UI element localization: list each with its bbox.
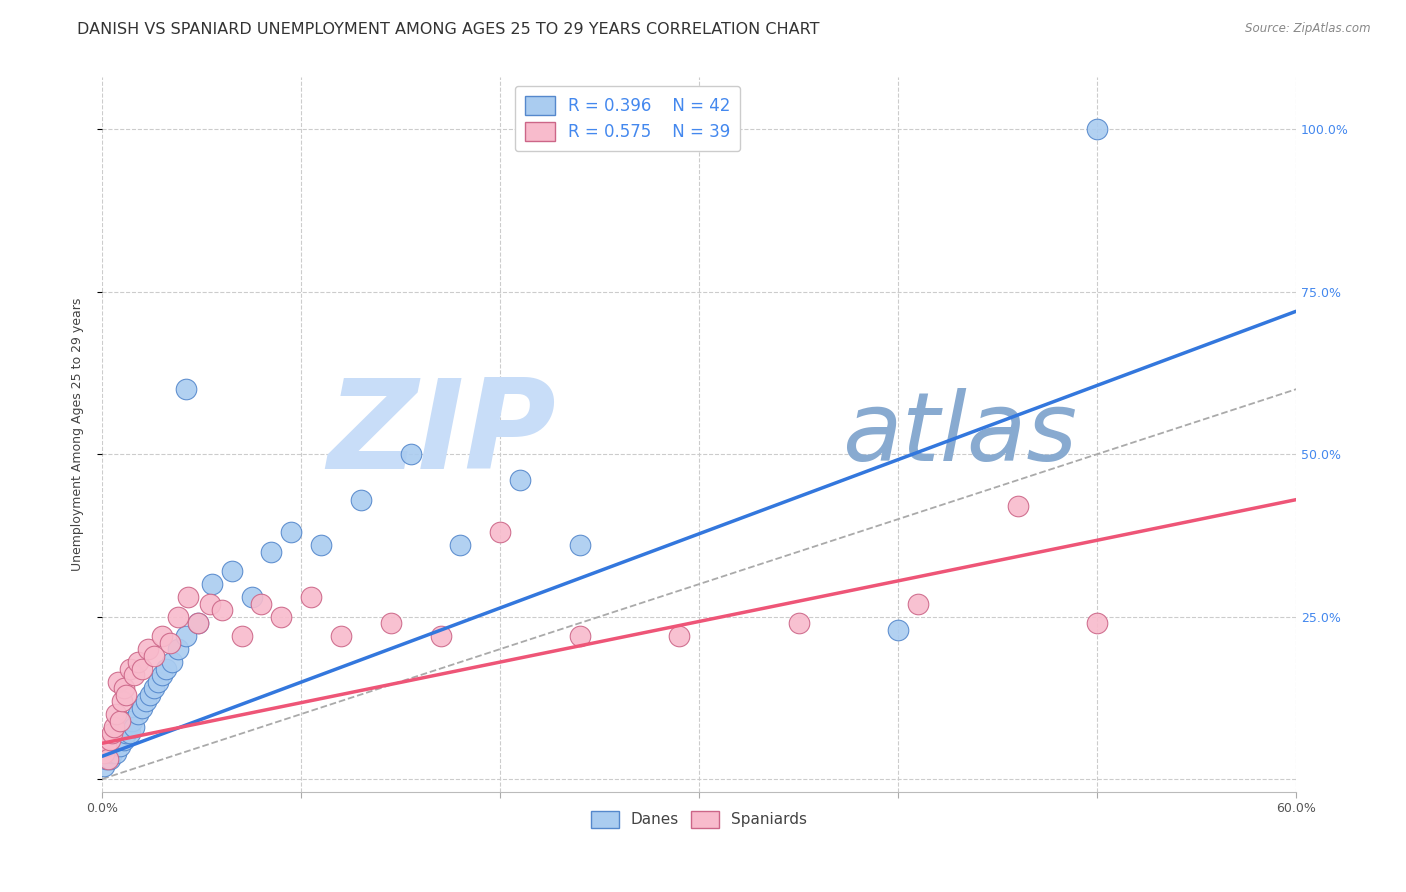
- Point: [117, 720, 139, 734]
- Point: [350, 492, 373, 507]
- Point: [150, 668, 173, 682]
- Text: DANISH VS SPANIARD UNEMPLOYMENT AMONG AGES 25 TO 29 YEARS CORRELATION CHART: DANISH VS SPANIARD UNEMPLOYMENT AMONG AG…: [77, 22, 820, 37]
- Point: [115, 726, 138, 740]
- Text: atlas: atlas: [842, 388, 1077, 481]
- Legend: Danes, Spaniards: Danes, Spaniards: [585, 805, 813, 834]
- Point: [120, 726, 142, 740]
- Point: [174, 629, 197, 643]
- Point: [98, 752, 121, 766]
- Point: [96, 752, 118, 766]
- Point: [143, 681, 166, 695]
- Point: [250, 597, 273, 611]
- Point: [231, 629, 253, 643]
- Point: [136, 642, 159, 657]
- Point: [139, 688, 162, 702]
- Point: [122, 720, 145, 734]
- Point: [174, 382, 197, 396]
- Point: [97, 752, 120, 766]
- Point: [115, 688, 138, 702]
- Point: [127, 655, 149, 669]
- Point: [177, 590, 200, 604]
- Point: [93, 746, 115, 760]
- Point: [103, 739, 125, 754]
- Point: [568, 538, 591, 552]
- Point: [1085, 122, 1108, 136]
- Point: [135, 694, 157, 708]
- Point: [160, 655, 183, 669]
- Point: [509, 473, 531, 487]
- Point: [146, 674, 169, 689]
- Point: [399, 447, 422, 461]
- Point: [108, 739, 131, 754]
- Point: [167, 609, 190, 624]
- Point: [105, 746, 128, 760]
- Point: [330, 629, 353, 643]
- Point: [107, 674, 129, 689]
- Point: [101, 746, 124, 760]
- Point: [159, 635, 181, 649]
- Point: [111, 726, 134, 740]
- Point: [105, 706, 128, 721]
- Point: [787, 616, 810, 631]
- Point: [429, 629, 451, 643]
- Point: [211, 603, 233, 617]
- Point: [131, 661, 153, 675]
- Point: [98, 733, 121, 747]
- Y-axis label: Unemployment Among Ages 25 to 29 years: Unemployment Among Ages 25 to 29 years: [72, 298, 84, 572]
- Point: [101, 726, 124, 740]
- Point: [167, 642, 190, 657]
- Point: [150, 629, 173, 643]
- Point: [107, 733, 129, 747]
- Point: [96, 739, 118, 754]
- Point: [97, 746, 120, 760]
- Point: [93, 759, 115, 773]
- Point: [103, 720, 125, 734]
- Point: [280, 525, 302, 540]
- Text: ZIP: ZIP: [328, 375, 555, 495]
- Point: [198, 597, 221, 611]
- Point: [122, 668, 145, 682]
- Point: [143, 648, 166, 663]
- Point: [299, 590, 322, 604]
- Point: [112, 733, 135, 747]
- Point: [240, 590, 263, 604]
- Point: [108, 714, 131, 728]
- Point: [187, 616, 209, 631]
- Point: [121, 714, 143, 728]
- Point: [127, 706, 149, 721]
- Point: [380, 616, 402, 631]
- Text: Source: ZipAtlas.com: Source: ZipAtlas.com: [1246, 22, 1371, 36]
- Point: [131, 700, 153, 714]
- Point: [309, 538, 332, 552]
- Point: [260, 544, 283, 558]
- Point: [449, 538, 471, 552]
- Point: [1007, 499, 1029, 513]
- Point: [120, 661, 142, 675]
- Point: [668, 629, 690, 643]
- Point: [887, 623, 910, 637]
- Point: [201, 577, 224, 591]
- Point: [489, 525, 512, 540]
- Point: [568, 629, 591, 643]
- Point: [111, 694, 134, 708]
- Point: [907, 597, 929, 611]
- Point: [1085, 616, 1108, 631]
- Point: [187, 616, 209, 631]
- Point: [112, 681, 135, 695]
- Point: [155, 661, 177, 675]
- Point: [270, 609, 292, 624]
- Point: [221, 564, 243, 578]
